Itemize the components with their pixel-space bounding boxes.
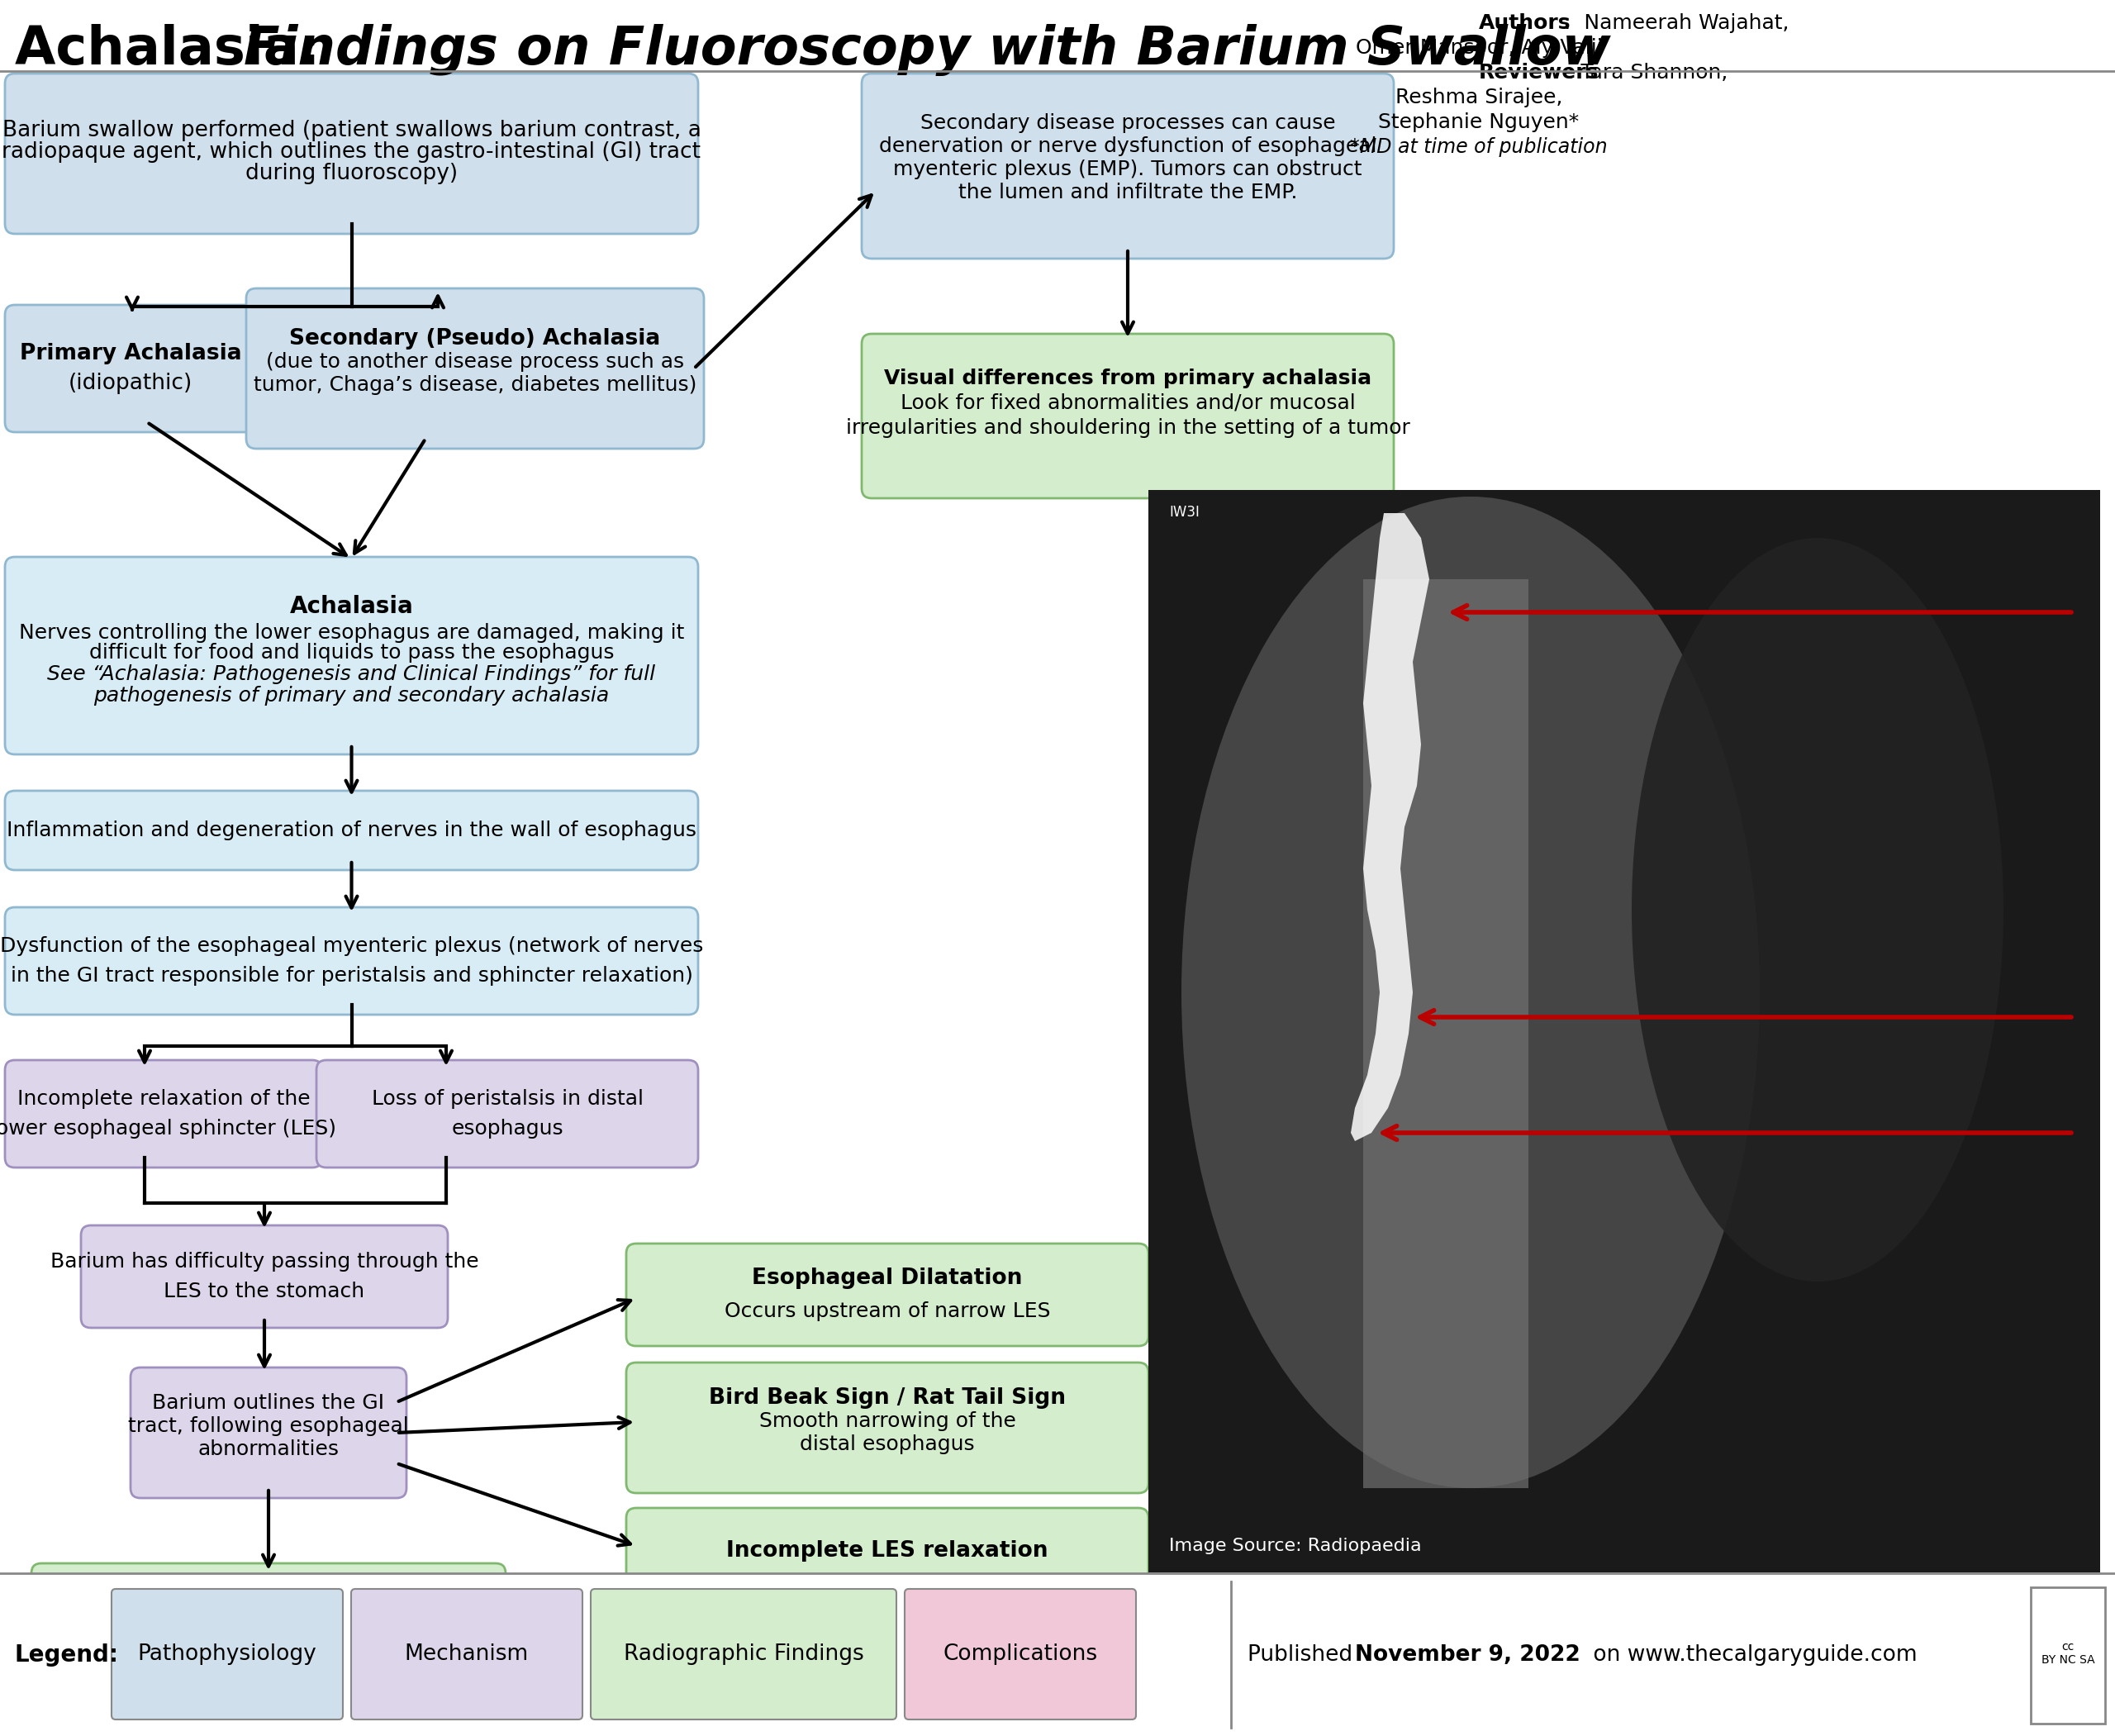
FancyBboxPatch shape xyxy=(590,1588,897,1719)
Text: Pathophysiology: Pathophysiology xyxy=(137,1644,317,1665)
PathPatch shape xyxy=(1351,514,1430,1141)
FancyBboxPatch shape xyxy=(4,908,698,1014)
Text: Secondary disease processes can cause: Secondary disease processes can cause xyxy=(920,113,1335,134)
Text: denervation or nerve dysfunction of esophageal: denervation or nerve dysfunction of esop… xyxy=(880,137,1377,156)
FancyBboxPatch shape xyxy=(317,1061,698,1168)
Text: pathogenesis of primary and secondary achalasia: pathogenesis of primary and secondary ac… xyxy=(93,686,609,705)
Text: distal esophagus: distal esophagus xyxy=(799,1434,975,1455)
Text: Legend:: Legend: xyxy=(15,1644,118,1667)
Text: diagnosis) or upper endoscopy can be considered instead.: diagnosis) or upper endoscopy can be con… xyxy=(0,1663,571,1684)
Text: Published: Published xyxy=(1248,1644,1360,1667)
FancyBboxPatch shape xyxy=(351,1588,582,1719)
FancyBboxPatch shape xyxy=(80,1226,448,1328)
Text: Image Source: Radiopaedia: Image Source: Radiopaedia xyxy=(1170,1538,1421,1554)
Text: Primary Achalasia: Primary Achalasia xyxy=(19,344,241,365)
Ellipse shape xyxy=(1182,496,1760,1488)
Bar xyxy=(1148,490,2100,1573)
Text: Radiographic Findings: Radiographic Findings xyxy=(624,1644,863,1665)
Text: IW3I: IW3I xyxy=(1170,505,1199,519)
Text: Incomplete relaxation of the: Incomplete relaxation of the xyxy=(17,1088,311,1109)
Bar xyxy=(0,1573,2115,1736)
Text: Secondary (Pseudo) Achalasia: Secondary (Pseudo) Achalasia xyxy=(290,328,660,349)
Text: Achalasia:: Achalasia: xyxy=(15,24,338,75)
Bar xyxy=(1364,580,1529,1488)
Text: difficult for food and liquids to pass the esophagus: difficult for food and liquids to pass t… xyxy=(89,642,613,661)
FancyBboxPatch shape xyxy=(4,790,698,870)
Text: Dysfunction of the esophageal myenteric plexus (network of nerves: Dysfunction of the esophageal myenteric … xyxy=(0,936,702,957)
Text: (due to another disease process such as: (due to another disease process such as xyxy=(266,352,683,372)
FancyBboxPatch shape xyxy=(131,1368,406,1498)
Text: myenteric plexus (EMP). Tumors can obstruct: myenteric plexus (EMP). Tumors can obstr… xyxy=(893,160,1362,179)
Text: *MD at time of publication: *MD at time of publication xyxy=(1349,137,1607,156)
Text: Findings on Fluoroscopy with Barium Swallow: Findings on Fluoroscopy with Barium Swal… xyxy=(243,24,1612,76)
Text: Bird Beak Sign / Rat Tail Sign: Bird Beak Sign / Rat Tail Sign xyxy=(709,1387,1066,1410)
FancyBboxPatch shape xyxy=(861,333,1394,498)
FancyBboxPatch shape xyxy=(112,1588,343,1719)
Text: irregularities and shouldering in the setting of a tumor: irregularities and shouldering in the se… xyxy=(846,418,1411,437)
Text: Barium Swallow may be normal in some patients with: Barium Swallow may be normal in some pat… xyxy=(0,1618,548,1637)
Text: cc
BY NC SA: cc BY NC SA xyxy=(2041,1641,2094,1667)
Text: Omer Mansoor, Aly Valji: Omer Mansoor, Aly Valji xyxy=(1356,38,1603,57)
Text: November 9, 2022: November 9, 2022 xyxy=(1356,1644,1580,1667)
Text: lower esophageal sphincter (LES): lower esophageal sphincter (LES) xyxy=(0,1118,336,1139)
Text: (idiopathic): (idiopathic) xyxy=(68,373,192,394)
Text: tract, following esophageal: tract, following esophageal xyxy=(129,1417,408,1436)
Text: on www.thecalgaryguide.com: on www.thecalgaryguide.com xyxy=(1586,1644,1916,1667)
Text: Complications: Complications xyxy=(943,1644,1098,1665)
Text: Esophageal Dilatation: Esophageal Dilatation xyxy=(753,1267,1022,1290)
Text: achalasia. Esophageal manometry (gold standard for: achalasia. Esophageal manometry (gold st… xyxy=(0,1641,544,1660)
Text: Occurs upstream of narrow LES: Occurs upstream of narrow LES xyxy=(723,1302,1051,1321)
Text: Normal findings: Normal findings xyxy=(165,1590,372,1613)
Text: Reviewers: Reviewers xyxy=(1478,62,1599,83)
Text: Barium outlines the GI: Barium outlines the GI xyxy=(152,1392,385,1413)
FancyBboxPatch shape xyxy=(4,557,698,755)
Text: radiopaque agent, which outlines the gastro-intestinal (GI) tract: radiopaque agent, which outlines the gas… xyxy=(2,141,700,163)
Text: Incomplete LES relaxation: Incomplete LES relaxation xyxy=(725,1540,1049,1562)
FancyBboxPatch shape xyxy=(861,73,1394,259)
Bar xyxy=(2030,1587,2104,1724)
Text: Barium has difficulty passing through the: Barium has difficulty passing through th… xyxy=(51,1252,478,1272)
Text: Barium swallow performed (patient swallows barium contrast, a: Barium swallow performed (patient swallo… xyxy=(2,120,700,141)
Ellipse shape xyxy=(1631,538,2003,1281)
Text: :  Nameerah Wajahat,: : Nameerah Wajahat, xyxy=(1563,14,1789,33)
Text: Inflammation and degeneration of nerves in the wall of esophagus: Inflammation and degeneration of nerves … xyxy=(6,821,696,840)
FancyBboxPatch shape xyxy=(626,1363,1148,1493)
FancyBboxPatch shape xyxy=(626,1243,1148,1345)
Text: : Tara Shannon,: : Tara Shannon, xyxy=(1567,62,1728,83)
Text: Smooth narrowing of the: Smooth narrowing of the xyxy=(759,1411,1015,1430)
Text: esophagus: esophagus xyxy=(450,1118,563,1139)
Text: Loss of peristalsis in distal: Loss of peristalsis in distal xyxy=(372,1088,643,1109)
FancyBboxPatch shape xyxy=(4,73,698,234)
Text: abnormalities: abnormalities xyxy=(199,1439,338,1460)
Text: Look for fixed abnormalities and/or mucosal: Look for fixed abnormalities and/or muco… xyxy=(901,392,1356,413)
Text: during fluoroscopy): during fluoroscopy) xyxy=(245,163,457,184)
Text: tumor, Chaga’s disease, diabetes mellitus): tumor, Chaga’s disease, diabetes mellitu… xyxy=(254,375,696,396)
FancyBboxPatch shape xyxy=(32,1564,505,1727)
Text: See “Achalasia: Pathogenesis and Clinical Findings” for full: See “Achalasia: Pathogenesis and Clinica… xyxy=(47,663,656,684)
Text: Nerves controlling the lower esophagus are damaged, making it: Nerves controlling the lower esophagus a… xyxy=(19,623,685,642)
Text: Visual differences from primary achalasia: Visual differences from primary achalasi… xyxy=(884,368,1371,387)
FancyBboxPatch shape xyxy=(4,1061,321,1168)
FancyBboxPatch shape xyxy=(245,288,704,448)
Text: Achalasia: Achalasia xyxy=(290,594,412,618)
FancyBboxPatch shape xyxy=(626,1509,1148,1594)
Text: Mechanism: Mechanism xyxy=(404,1644,529,1665)
FancyBboxPatch shape xyxy=(905,1588,1136,1719)
Text: LES to the stomach: LES to the stomach xyxy=(165,1281,364,1302)
FancyBboxPatch shape xyxy=(4,306,256,432)
Text: in the GI tract responsible for peristalsis and sphincter relaxation): in the GI tract responsible for peristal… xyxy=(11,965,694,986)
Text: Stephanie Nguyen*: Stephanie Nguyen* xyxy=(1379,113,1580,132)
Text: Authors: Authors xyxy=(1478,14,1571,33)
Text: Reshma Sirajee,: Reshma Sirajee, xyxy=(1396,87,1563,108)
Text: the lumen and infiltrate the EMP.: the lumen and infiltrate the EMP. xyxy=(958,182,1296,203)
